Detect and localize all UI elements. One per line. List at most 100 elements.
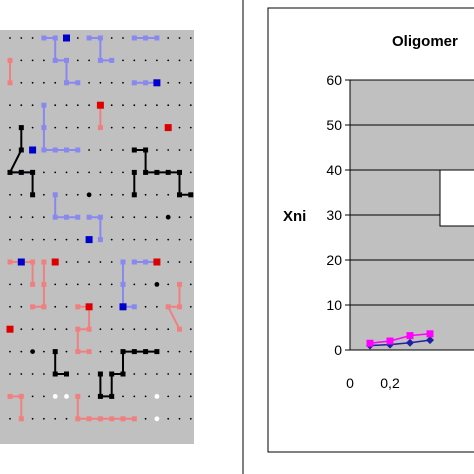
lattice-dot — [178, 395, 181, 398]
lattice-dot — [76, 104, 79, 107]
lattice-dot — [31, 216, 34, 219]
lattice-dot — [167, 59, 170, 62]
red-chain-monomer — [75, 349, 81, 355]
blue-chain-monomer — [131, 80, 137, 86]
lattice-dot — [122, 193, 124, 196]
lattice-dot — [178, 149, 181, 151]
black-chain-monomer — [18, 147, 24, 153]
lattice-dot — [189, 373, 192, 375]
blue-chain-monomer — [143, 259, 149, 265]
x-tick-label: 0,2 — [380, 375, 400, 391]
lattice-dot — [122, 328, 124, 331]
lattice-dot — [122, 216, 124, 219]
lattice-dot — [167, 395, 170, 398]
red-chain-monomer — [109, 416, 115, 422]
black-chain-monomer — [109, 371, 115, 377]
lattice-dot — [43, 171, 45, 174]
blue-chain-monomer — [52, 214, 58, 220]
black-chain-monomer — [120, 371, 126, 377]
lattice-dot — [88, 283, 90, 286]
blue-chain-monomer — [97, 214, 103, 220]
lattice-dot — [99, 283, 102, 286]
lattice-dot — [156, 149, 158, 151]
lattice-dot — [156, 126, 158, 129]
blue-chain-monomer — [75, 80, 81, 86]
legend-box — [439, 169, 474, 227]
black-chain-monomer — [97, 393, 103, 399]
lattice-dot — [144, 216, 147, 219]
lattice-dot — [189, 171, 192, 174]
lattice-dot — [43, 216, 45, 219]
lattice-dot — [156, 193, 158, 196]
lattice-dot — [88, 59, 90, 62]
lattice-dot — [65, 305, 68, 308]
lattice-dot — [144, 126, 147, 129]
black-chain-monomer — [120, 349, 126, 355]
black-chain — [8, 127, 34, 195]
black-site — [165, 214, 171, 220]
lattice-dot — [54, 126, 57, 129]
blue-site — [85, 236, 93, 244]
lattice-dot — [31, 373, 34, 375]
red-chain-monomer — [75, 326, 81, 332]
red-chain-monomer — [7, 57, 13, 63]
lattice-dot — [31, 59, 34, 62]
lattice-dot — [31, 126, 34, 129]
lattice-dot — [156, 59, 158, 62]
lattice-dot — [99, 81, 102, 84]
red-site — [85, 303, 93, 311]
y-tick-label: 30 — [326, 207, 342, 223]
blue-chain-monomer — [52, 147, 58, 153]
lattice-dot — [76, 37, 79, 39]
series-point — [426, 330, 434, 338]
blue-site — [153, 79, 161, 87]
lattice-dot — [88, 395, 90, 398]
red-chain-monomer — [86, 416, 92, 422]
lattice-dot — [189, 238, 192, 241]
y-tick-labels: 0 10 20 30 40 50 60 — [326, 72, 342, 358]
lattice-dot — [9, 350, 11, 353]
black-chain-monomer — [154, 349, 160, 355]
black-chain-monomer — [177, 169, 182, 175]
lattice-dot — [156, 305, 158, 308]
black-chain-monomer — [30, 192, 36, 198]
lattice-dot — [178, 59, 181, 62]
red-chain-monomer — [131, 416, 137, 422]
blue-site — [29, 146, 37, 154]
blue-chain-monomer — [41, 102, 47, 108]
lattice-dot — [20, 104, 23, 107]
red-chain-monomer — [30, 304, 36, 310]
lattice-dot — [110, 104, 113, 107]
lattice-dot — [9, 216, 11, 219]
lattice-dot — [167, 261, 170, 263]
lattice-dot — [76, 283, 79, 286]
lattice-dot — [189, 81, 192, 84]
lattice-dot — [178, 104, 181, 107]
lattice-dot — [43, 81, 45, 84]
lattice-dot — [144, 395, 147, 398]
red-chain-monomer — [97, 416, 103, 422]
lattice-dot — [167, 328, 170, 331]
black-chain-monomer — [109, 393, 115, 399]
lattice-dot — [54, 81, 57, 84]
lattice-dot — [88, 171, 90, 174]
lattice-dot — [122, 126, 124, 129]
lattice-dot — [31, 395, 34, 398]
black-chain-monomer — [7, 169, 13, 175]
lattice-dot — [20, 305, 23, 308]
lattice-dot — [133, 373, 136, 375]
lattice-dot — [31, 37, 34, 39]
red-chain-monomer — [30, 281, 36, 287]
lattice-dot — [167, 37, 170, 39]
lattice-dot — [122, 37, 124, 39]
blue-chain-monomer — [131, 304, 137, 310]
black-chain-monomer — [18, 169, 24, 175]
black-chain-monomer — [131, 169, 137, 175]
red-chain-monomer — [7, 259, 13, 265]
red-chain-monomer — [177, 281, 182, 287]
lattice-dot — [133, 216, 136, 219]
black-chain-monomer — [131, 349, 137, 355]
lattice-dot — [20, 328, 23, 331]
lattice-dot — [178, 216, 181, 219]
lattice-dot — [144, 59, 147, 62]
